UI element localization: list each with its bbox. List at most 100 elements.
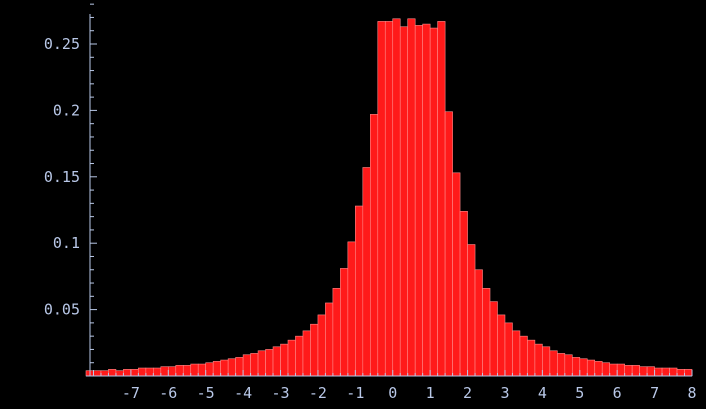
ticks-group: 0.05 0.1 0.15 0.2 0.25 -7 -6 -5 -4 -3 -2 -1 0 1 2 3 4 5 6 7…	[44, 35, 697, 402]
x-tick-label: 1	[426, 384, 435, 402]
histogram-bar	[444, 111, 453, 377]
histogram-bar	[145, 367, 154, 377]
histogram-bar	[153, 367, 162, 377]
x-tick-label: 7	[650, 384, 659, 402]
histogram-bar	[489, 301, 498, 377]
histogram-bar	[280, 343, 289, 377]
histogram-bar	[108, 369, 117, 377]
histogram-bar	[250, 353, 259, 377]
histogram-bar	[182, 365, 192, 377]
histogram-bar	[115, 370, 124, 377]
x-tick-label: -4	[234, 384, 252, 402]
histogram-bar	[93, 370, 102, 377]
histogram-bar	[519, 335, 528, 377]
histogram-bar	[422, 23, 431, 377]
histogram-bar	[355, 205, 364, 377]
histogram-bar	[220, 359, 229, 377]
histogram-bar	[257, 350, 266, 377]
histogram-bar	[631, 365, 640, 377]
x-tick-label: 2	[463, 384, 472, 402]
histogram-bar	[482, 288, 491, 377]
histogram-bar	[669, 367, 678, 377]
histogram-bar	[684, 369, 693, 377]
histogram-bar	[676, 369, 685, 377]
histogram-bar	[512, 330, 521, 377]
x-tick-label: -5	[197, 384, 215, 402]
histogram-bar	[227, 358, 236, 377]
x-tick-label: -2	[309, 384, 327, 402]
histogram-bar	[168, 366, 177, 377]
histogram-bar	[557, 353, 566, 377]
histogram-bar	[646, 366, 655, 377]
histogram-bar	[616, 363, 625, 377]
histogram-bar	[609, 363, 618, 377]
histogram-bar	[160, 366, 169, 377]
histogram-bar	[601, 362, 610, 377]
histogram-bar	[317, 314, 326, 377]
x-tick-label: -3	[271, 384, 289, 402]
histogram-bar	[407, 18, 416, 377]
axes-group	[86, 3, 693, 377]
histogram-bar	[527, 339, 536, 377]
histogram-bar	[138, 367, 147, 377]
histogram-bar	[295, 335, 304, 377]
x-tick-label: 8	[687, 384, 696, 402]
histogram-bar	[377, 21, 386, 377]
histogram-bar	[369, 114, 379, 377]
histogram-bar	[362, 167, 371, 377]
histogram-bar	[265, 349, 274, 377]
histogram-bar	[549, 350, 558, 377]
y-tick-label: 0.05	[44, 301, 80, 319]
histogram-bar	[310, 323, 319, 377]
histogram-bar	[332, 288, 341, 377]
histogram-bar	[414, 25, 423, 377]
histogram-bar	[399, 26, 409, 377]
histogram-bar	[654, 367, 663, 377]
histogram-bar	[474, 269, 483, 377]
histogram-bar	[325, 302, 334, 377]
histogram-bar	[429, 27, 438, 377]
histogram-bar	[384, 21, 394, 377]
histogram-bar	[287, 339, 296, 377]
histogram-bar	[571, 357, 581, 377]
histogram-bar	[594, 361, 603, 377]
histogram-bar	[130, 369, 139, 377]
histogram-bar	[190, 363, 199, 377]
x-tick-label: 4	[538, 384, 547, 402]
histogram-bar	[175, 365, 184, 377]
histogram-bar	[661, 367, 670, 377]
x-tick-label: 0	[388, 384, 397, 402]
histogram-bar	[272, 346, 281, 377]
histogram-bar	[235, 357, 244, 377]
histogram-bar	[347, 241, 356, 377]
x-tick-label: -7	[122, 384, 140, 402]
y-tick-label: 0.15	[44, 168, 80, 186]
histogram-bar	[579, 358, 588, 377]
histogram-bar	[639, 366, 648, 377]
x-tick-label: 6	[613, 384, 622, 402]
histogram-bar	[212, 361, 221, 377]
histogram-bar	[504, 322, 513, 377]
histogram-bar	[624, 365, 633, 377]
y-tick-label: 0.25	[44, 35, 80, 53]
y-tick-label: 0.1	[53, 234, 80, 252]
histogram-bar	[586, 359, 596, 377]
histogram-bar	[123, 369, 132, 377]
x-tick-label: 3	[500, 384, 509, 402]
histogram-bar	[100, 370, 109, 377]
histogram-bar	[452, 172, 461, 377]
histogram-bar	[340, 268, 349, 377]
histogram-bar	[459, 211, 468, 377]
histogram-bar	[437, 21, 446, 377]
histogram-bar	[467, 244, 476, 377]
histogram-bar	[564, 354, 573, 377]
histogram-bar	[242, 354, 251, 377]
x-tick-label: -1	[346, 384, 364, 402]
x-tick-label: -6	[159, 384, 177, 402]
histogram-bar	[392, 18, 401, 377]
x-tick-label: 5	[575, 384, 584, 402]
histogram-bar	[534, 343, 543, 377]
y-tick-label: 0.2	[53, 101, 80, 119]
